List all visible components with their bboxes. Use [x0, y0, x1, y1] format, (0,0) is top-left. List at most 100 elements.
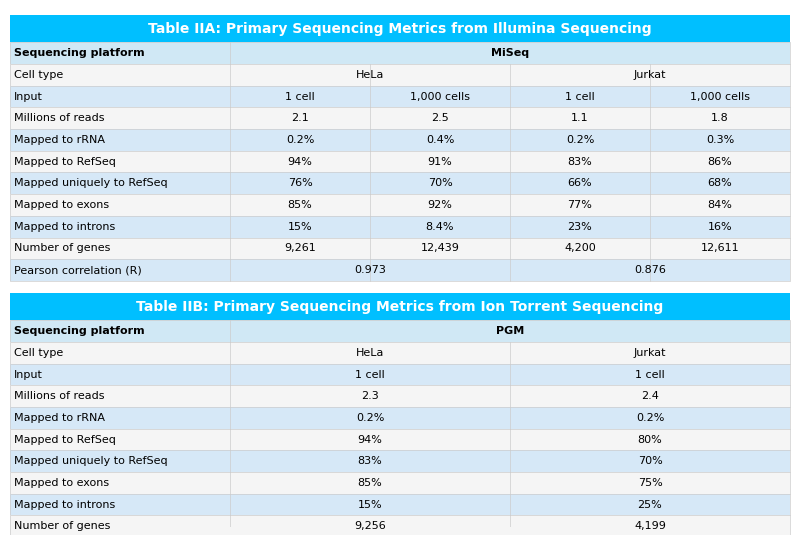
- Bar: [10, 42, 790, 64]
- Bar: [10, 320, 790, 342]
- Text: Input: Input: [14, 91, 43, 102]
- Text: 1.8: 1.8: [711, 113, 729, 123]
- Text: 9,256: 9,256: [354, 521, 386, 531]
- Text: Millions of reads: Millions of reads: [14, 391, 105, 401]
- Text: 84%: 84%: [707, 200, 733, 210]
- Text: 0.3%: 0.3%: [706, 135, 734, 145]
- Text: 66%: 66%: [568, 178, 592, 188]
- Text: 83%: 83%: [358, 456, 382, 467]
- Text: 1 cell: 1 cell: [635, 370, 665, 379]
- Bar: [10, 407, 790, 429]
- Text: 25%: 25%: [638, 500, 662, 510]
- Text: Mapped to rRNA: Mapped to rRNA: [14, 413, 105, 423]
- Text: 23%: 23%: [568, 221, 592, 232]
- Bar: [10, 216, 790, 238]
- Bar: [10, 259, 790, 281]
- Text: Pearson correlation (R): Pearson correlation (R): [14, 265, 142, 275]
- Text: 0.2%: 0.2%: [286, 135, 314, 145]
- Text: 77%: 77%: [567, 200, 593, 210]
- Text: Number of genes: Number of genes: [14, 521, 110, 531]
- Bar: [10, 194, 790, 216]
- Bar: [10, 516, 790, 535]
- Text: 75%: 75%: [638, 478, 662, 488]
- Text: 2.1: 2.1: [291, 113, 309, 123]
- Text: 70%: 70%: [428, 178, 452, 188]
- Text: Mapped uniquely to RefSeq: Mapped uniquely to RefSeq: [14, 456, 168, 467]
- Text: 1.1: 1.1: [571, 113, 589, 123]
- Text: 1 cell: 1 cell: [565, 91, 595, 102]
- Bar: [10, 42, 790, 64]
- Text: 15%: 15%: [358, 500, 382, 510]
- Text: PGM: PGM: [496, 326, 524, 336]
- Text: 2.4: 2.4: [641, 391, 659, 401]
- Bar: [10, 129, 790, 151]
- Text: Jurkat: Jurkat: [634, 348, 666, 358]
- Text: Number of genes: Number of genes: [14, 243, 110, 254]
- Bar: [10, 450, 790, 472]
- Bar: [10, 129, 790, 151]
- Text: Mapped to RefSeq: Mapped to RefSeq: [14, 157, 116, 166]
- Text: 4,200: 4,200: [564, 243, 596, 254]
- Text: Mapped to RefSeq: Mapped to RefSeq: [14, 434, 116, 445]
- Bar: [10, 494, 790, 516]
- Text: 9,261: 9,261: [284, 243, 316, 254]
- Bar: [10, 320, 790, 342]
- Text: 85%: 85%: [358, 478, 382, 488]
- Bar: [10, 108, 790, 129]
- Text: 0.4%: 0.4%: [426, 135, 454, 145]
- Bar: [10, 472, 790, 494]
- Bar: [10, 64, 790, 86]
- Text: Input: Input: [14, 370, 43, 379]
- Text: 1 cell: 1 cell: [285, 91, 315, 102]
- Bar: [10, 172, 790, 194]
- Bar: [10, 429, 790, 450]
- Text: 0.2%: 0.2%: [356, 413, 384, 423]
- Text: 0.2%: 0.2%: [636, 413, 664, 423]
- Text: 12,611: 12,611: [701, 243, 739, 254]
- Bar: [10, 494, 790, 516]
- Text: 80%: 80%: [638, 434, 662, 445]
- Bar: [10, 364, 790, 385]
- Text: Mapped to exons: Mapped to exons: [14, 200, 109, 210]
- Bar: [10, 429, 790, 450]
- Text: HeLa: HeLa: [356, 70, 384, 80]
- Text: Mapped to introns: Mapped to introns: [14, 221, 115, 232]
- Bar: [10, 364, 790, 385]
- Bar: [10, 342, 790, 364]
- Text: 86%: 86%: [708, 157, 732, 166]
- Text: 15%: 15%: [288, 221, 312, 232]
- Text: 0.973: 0.973: [354, 265, 386, 275]
- Bar: [10, 385, 790, 407]
- Bar: [10, 151, 790, 172]
- Bar: [10, 516, 790, 535]
- Bar: [10, 342, 790, 364]
- Bar: [10, 407, 790, 429]
- Text: Table IIB: Primary Sequencing Metrics from Ion Torrent Sequencing: Table IIB: Primary Sequencing Metrics fr…: [136, 300, 664, 314]
- Bar: [10, 385, 790, 407]
- Text: 8.4%: 8.4%: [426, 221, 454, 232]
- Bar: [10, 86, 790, 108]
- Text: 85%: 85%: [288, 200, 312, 210]
- Text: Jurkat: Jurkat: [634, 70, 666, 80]
- Bar: [10, 15, 790, 42]
- Bar: [10, 216, 790, 238]
- Bar: [10, 472, 790, 494]
- Bar: [10, 238, 790, 259]
- Text: 0.876: 0.876: [634, 265, 666, 275]
- Text: 16%: 16%: [708, 221, 732, 232]
- Text: Sequencing platform: Sequencing platform: [14, 48, 145, 58]
- Text: 76%: 76%: [288, 178, 312, 188]
- Text: 1 cell: 1 cell: [355, 370, 385, 379]
- Text: 70%: 70%: [638, 456, 662, 467]
- Text: Sequencing platform: Sequencing platform: [14, 326, 145, 336]
- Bar: [10, 151, 790, 172]
- Text: 4,199: 4,199: [634, 521, 666, 531]
- Text: 1,000 cells: 1,000 cells: [690, 91, 750, 102]
- Text: 68%: 68%: [708, 178, 732, 188]
- Text: Mapped to rRNA: Mapped to rRNA: [14, 135, 105, 145]
- Text: 92%: 92%: [427, 200, 453, 210]
- Text: Mapped uniquely to RefSeq: Mapped uniquely to RefSeq: [14, 178, 168, 188]
- Bar: [10, 108, 790, 129]
- Text: 94%: 94%: [358, 434, 382, 445]
- Bar: [10, 194, 790, 216]
